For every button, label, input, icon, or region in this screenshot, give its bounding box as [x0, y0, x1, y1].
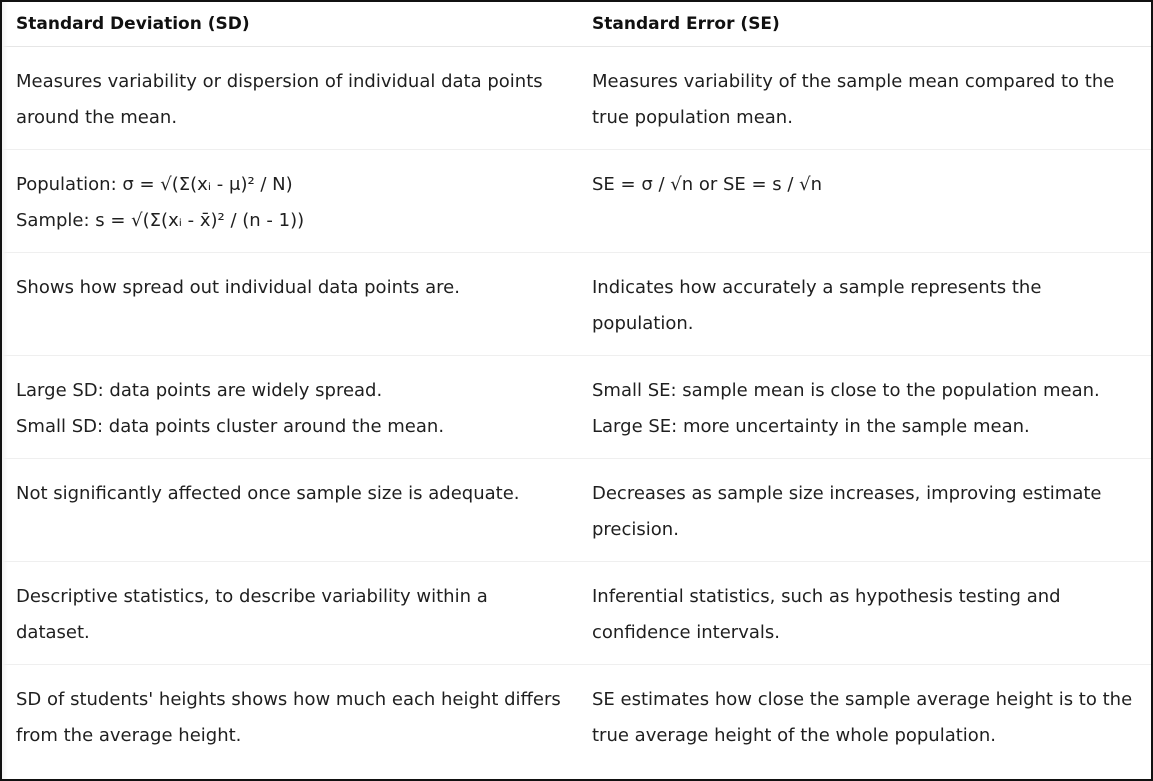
sd-cell: Not significantly affected once sample s…: [2, 458, 578, 562]
sd-cell: Large SD: data points are widely spread.…: [2, 355, 578, 459]
table-row: Shows how spread out individual data poi…: [2, 252, 1151, 356]
cell-text: Large SE: more uncertainty in the sample…: [592, 416, 1030, 437]
table-row: Large SD: data points are widely spread.…: [2, 355, 1151, 459]
se-cell: SE = σ / √n or SE = s / √n: [578, 149, 1151, 253]
cell-text: Small SE: sample mean is close to the po…: [592, 380, 1100, 401]
sd-cell: Population: σ = √(Σ(xᵢ - μ)² / N) Sample…: [2, 149, 578, 253]
cell-text: SE = σ / √n or SE = s / √n: [592, 174, 823, 195]
cell-text: Sample: s = √(Σ(xᵢ - x̄)² / (n - 1)): [16, 210, 305, 231]
table-row: Descriptive statistics, to describe vari…: [2, 561, 1151, 665]
header-standard-error: Standard Error (SE): [578, 2, 1151, 47]
header-row: Standard Deviation (SD) Standard Error (…: [2, 2, 1151, 47]
sd-cell: Measures variability or dispersion of in…: [2, 46, 578, 150]
cell-text: Descriptive statistics, to describe vari…: [16, 586, 488, 643]
sd-cell: Shows how spread out individual data poi…: [2, 252, 578, 356]
se-cell: Small SE: sample mean is close to the po…: [578, 355, 1151, 459]
table-header: Standard Deviation (SD) Standard Error (…: [2, 2, 1151, 47]
cell-text: Decreases as sample size increases, impr…: [592, 483, 1102, 540]
sd-cell: Descriptive statistics, to describe vari…: [2, 561, 578, 665]
cell-text: Not significantly affected once sample s…: [16, 483, 520, 504]
se-cell: Inferential statistics, such as hypothes…: [578, 561, 1151, 665]
cell-text: SE estimates how close the sample averag…: [592, 689, 1133, 746]
cell-text: Indicates how accurately a sample repres…: [592, 277, 1042, 334]
se-cell: Indicates how accurately a sample repres…: [578, 252, 1151, 356]
table-row: SD of students' heights shows how much e…: [2, 665, 1151, 768]
se-cell: Decreases as sample size increases, impr…: [578, 458, 1151, 562]
table-row: Population: σ = √(Σ(xᵢ - μ)² / N) Sample…: [2, 149, 1151, 253]
cell-text: Large SD: data points are widely spread.: [16, 380, 383, 401]
header-standard-deviation: Standard Deviation (SD): [2, 2, 578, 47]
table-body: Measures variability or dispersion of in…: [2, 46, 1151, 768]
cell-text: SD of students' heights shows how much e…: [16, 689, 561, 746]
se-cell: Measures variability of the sample mean …: [578, 46, 1151, 150]
cell-text: Inferential statistics, such as hypothes…: [592, 586, 1061, 643]
table-row: Not significantly affected once sample s…: [2, 458, 1151, 562]
sd-cell: SD of students' heights shows how much e…: [2, 665, 578, 768]
cell-text: Measures variability or dispersion of in…: [16, 71, 543, 128]
cell-text: Shows how spread out individual data poi…: [16, 277, 460, 298]
cell-text: Population: σ = √(Σ(xᵢ - μ)² / N): [16, 174, 293, 195]
comparison-table: Standard Deviation (SD) Standard Error (…: [2, 2, 1151, 768]
cell-text: Measures variability of the sample mean …: [592, 71, 1115, 128]
cell-text: Small SD: data points cluster around the…: [16, 416, 445, 437]
table-row: Measures variability or dispersion of in…: [2, 46, 1151, 150]
se-cell: SE estimates how close the sample averag…: [578, 665, 1151, 768]
